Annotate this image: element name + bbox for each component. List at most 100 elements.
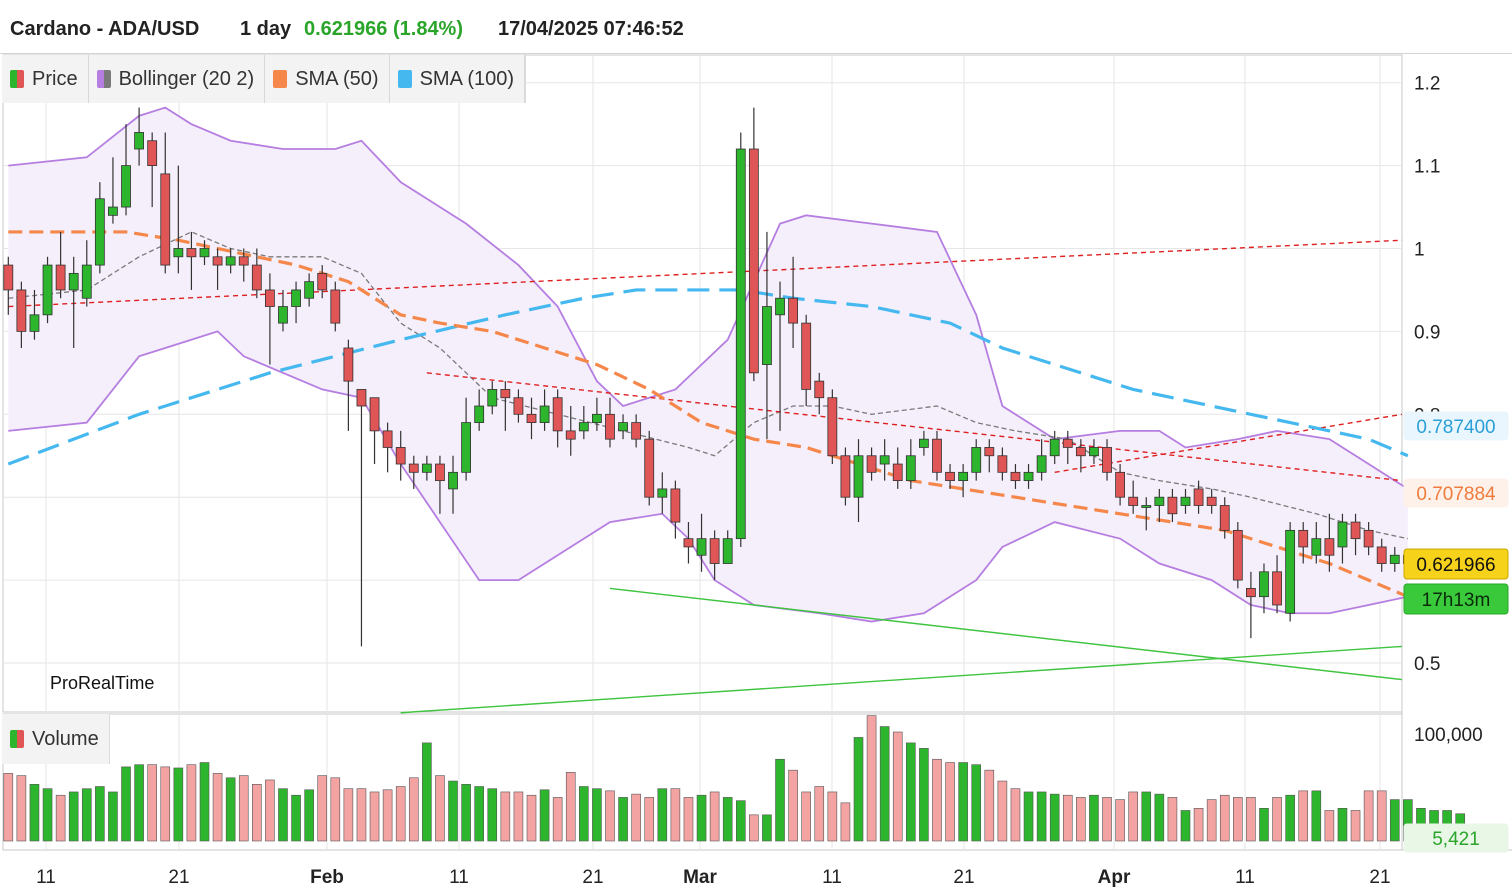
candle-body [55, 264, 66, 291]
volume-bar [539, 789, 550, 842]
candle-body [1089, 447, 1099, 457]
candle-body [1206, 496, 1217, 506]
volume-bar [526, 794, 537, 842]
candle-body [382, 430, 393, 448]
candle-body [879, 455, 890, 465]
candle [892, 447, 903, 489]
candle [683, 522, 694, 564]
candle [173, 165, 184, 274]
candle-body [618, 422, 628, 432]
legend-item-sma50[interactable]: SMA (50) [265, 55, 390, 103]
candle-body [853, 455, 864, 498]
candle [735, 132, 746, 547]
volume-badge-bg [1403, 823, 1509, 853]
candle-body [1363, 529, 1374, 548]
sma100-badge-text: 0.787400 [1416, 417, 1495, 438]
candle-body [343, 347, 354, 382]
volume-bar [919, 748, 929, 842]
y-tick-label: 0.9 [1414, 322, 1440, 343]
volume-bar [173, 767, 184, 842]
volume-bar [212, 773, 223, 842]
candle-body [134, 132, 145, 150]
candle-body [317, 272, 328, 291]
candle-body [421, 463, 432, 473]
candle [42, 256, 53, 324]
bollinger-swatch-icon [96, 70, 111, 88]
sma50-line [8, 230, 1409, 599]
y-tick-label: 1 [1414, 240, 1425, 261]
volume-bar [997, 780, 1008, 842]
candle [1337, 513, 1348, 564]
legend-item-bollinger[interactable]: Bollinger (20 2) [89, 55, 266, 103]
sma50-badge-text: 0.707884 [1416, 484, 1496, 505]
volume-bar [1076, 797, 1086, 842]
candle [395, 430, 406, 481]
candle [278, 289, 288, 332]
x-tick-label: 21 [1369, 867, 1390, 888]
candle-body [1128, 496, 1139, 506]
candle-body [814, 380, 825, 399]
watermark: ProRealTime [50, 673, 154, 693]
volume-bar [199, 762, 210, 842]
volume-bar [252, 784, 262, 842]
volume-bar [775, 758, 785, 842]
candle [997, 447, 1008, 481]
price-change: 0.621966 (1.84%) [304, 18, 464, 40]
candle [592, 397, 602, 431]
candle-body [1102, 447, 1112, 473]
candle [291, 281, 301, 324]
candle-body [474, 405, 485, 423]
candle-body [827, 397, 838, 457]
candle-body [1049, 438, 1060, 457]
candle [513, 389, 524, 423]
candle-body [1036, 455, 1047, 473]
candle [199, 240, 210, 266]
candle [1246, 571, 1256, 639]
candle [121, 124, 131, 216]
resistance-trendline [1054, 413, 1403, 474]
candle [94, 182, 105, 274]
volume-bar [435, 775, 445, 842]
candle [1259, 563, 1269, 614]
volume-bar [330, 777, 341, 842]
volume-bar [788, 769, 798, 842]
candle-body [1285, 529, 1296, 614]
volume-bar [225, 777, 236, 842]
support-trendline [609, 587, 1403, 681]
candle [1154, 488, 1165, 523]
volume-legend[interactable]: Volume [2, 714, 110, 764]
resistance-trendline [8, 239, 1403, 308]
candle-body [1154, 496, 1165, 506]
candle [16, 281, 27, 348]
candle-body [997, 455, 1008, 473]
timeframe-selector[interactable]: 1 day [240, 18, 292, 40]
candle [932, 430, 942, 481]
candle-body [1272, 571, 1282, 606]
candle-body [709, 538, 720, 564]
volume-bar [945, 762, 955, 842]
candle [369, 397, 380, 465]
candle [1363, 522, 1374, 556]
candle [225, 248, 236, 274]
legend-item-price[interactable]: Price [2, 55, 89, 103]
volume-bar [16, 775, 27, 842]
candle [1350, 513, 1361, 556]
candle [448, 455, 458, 514]
volume-bar [500, 791, 511, 842]
legend-item-sma100[interactable]: SMA (100) [390, 55, 526, 103]
volume-bar [657, 788, 668, 842]
volume-bar [840, 802, 851, 842]
price-swatch-icon [10, 70, 24, 88]
candle-body [657, 488, 668, 498]
legend-label: Price [32, 67, 78, 90]
volume-bar [1206, 799, 1217, 842]
volume-bar [1259, 807, 1269, 842]
candle [421, 455, 432, 481]
price-badge: 0.621966 [1403, 548, 1509, 580]
candle [1232, 522, 1243, 589]
candle [775, 281, 785, 431]
volume-bar [1128, 791, 1138, 842]
candle [801, 314, 812, 407]
candle-body [866, 455, 877, 473]
